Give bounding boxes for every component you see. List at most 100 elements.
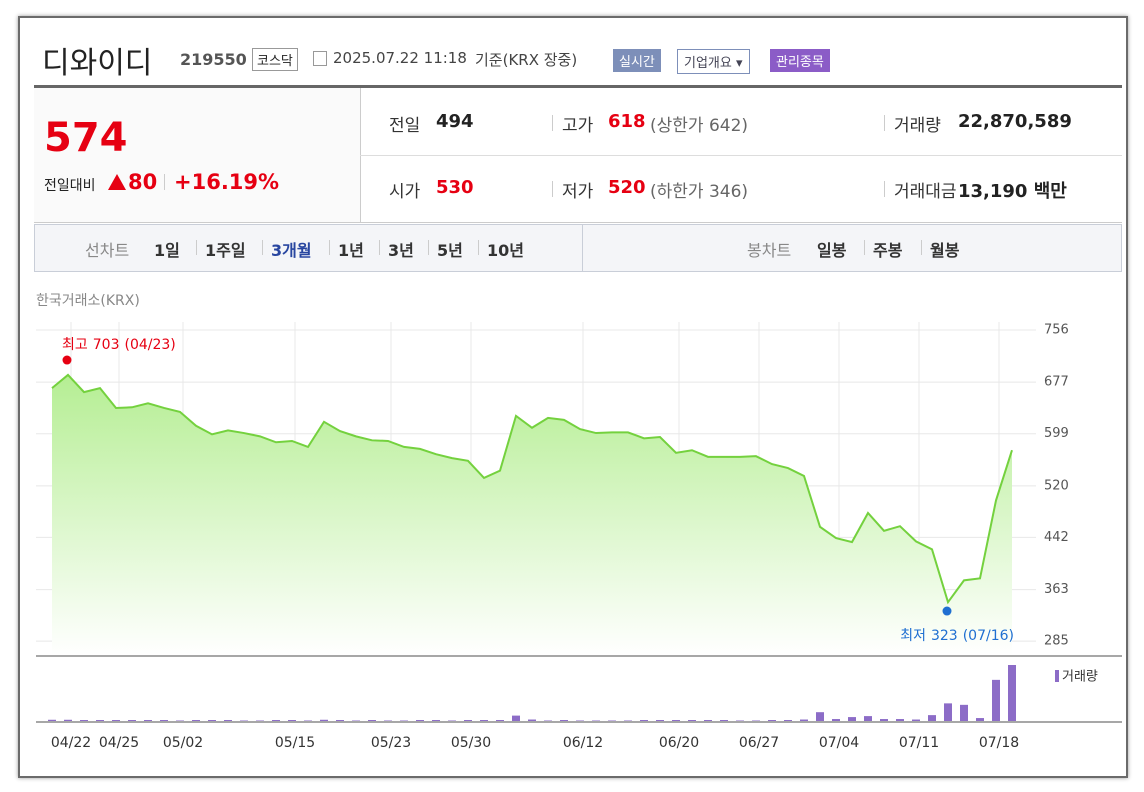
volume-bar [976, 718, 984, 721]
y-tick-label: 677 [1044, 375, 1069, 390]
x-tick-label: 06/20 [659, 735, 699, 751]
volume-bar [224, 720, 232, 721]
volume-bar [800, 719, 808, 721]
y-tick-label: 363 [1044, 582, 1069, 597]
x-tick-label: 07/11 [899, 735, 939, 751]
volume-bar [896, 719, 904, 721]
divider [34, 85, 1122, 88]
volume-bar [672, 720, 680, 721]
period-tab[interactable]: 10년 [487, 241, 524, 260]
period-tab[interactable]: 3개월 [271, 241, 312, 260]
divider [582, 225, 583, 271]
stat-label: 고가 [562, 116, 594, 136]
realtime-button[interactable]: 실시간 [613, 49, 661, 72]
stat-label: 저가 [562, 182, 594, 202]
x-tick-label: 04/25 [99, 735, 139, 751]
legend-label: 거래량 [1062, 670, 1098, 685]
volume-bar [496, 720, 504, 721]
x-tick-label: 06/27 [739, 735, 779, 751]
x-tick-label: 05/30 [451, 735, 491, 751]
separator [552, 115, 553, 131]
legend-swatch [1055, 670, 1059, 682]
x-tick-label: 05/02 [163, 735, 203, 751]
company-button-label: 기업개요 [684, 56, 732, 71]
separator [552, 181, 553, 197]
stat-value: 13,190 백만 [958, 181, 1067, 202]
price-box [34, 88, 361, 222]
tab-group-label: 봉차트 [747, 241, 792, 260]
volume-bar [208, 720, 216, 721]
volume-bar [48, 719, 56, 721]
volume-bar [368, 720, 376, 721]
volume-bar [480, 720, 488, 721]
y-tick-label: 599 [1044, 426, 1069, 441]
volume-bar [928, 715, 936, 721]
annotation: 최고 703 (04/23) [62, 337, 176, 353]
period-tab[interactable]: 1주일 [205, 241, 246, 260]
annotation-date: (04/23) [125, 337, 176, 353]
period-tab[interactable]: 3년 [388, 241, 414, 260]
change-pct: +16.19% [174, 170, 280, 194]
x-tick-label: 06/12 [563, 735, 603, 751]
stock-code: 219550 [180, 50, 247, 69]
company-button[interactable]: 기업개요 ▾ [677, 49, 750, 74]
stat-label: 거래량 [894, 116, 941, 136]
volume-bar [320, 719, 328, 721]
separator [196, 240, 197, 255]
volume-bar [144, 720, 152, 721]
volume-bar [864, 716, 872, 721]
candle-tab[interactable]: 월봉 [930, 241, 960, 260]
x-tick-label: 04/22 [51, 735, 91, 751]
candle-tab[interactable]: 일봉 [817, 241, 847, 260]
volume-bar [688, 720, 696, 721]
calendar-icon [313, 51, 327, 66]
separator [884, 115, 885, 131]
x-tick-label: 05/23 [371, 735, 411, 751]
annotation-label: 최저 [900, 628, 926, 644]
volume-bar [640, 720, 648, 721]
y-tick-label: 442 [1044, 530, 1069, 545]
period-tab[interactable]: 1일 [154, 241, 180, 260]
source: 한국거래소(KRX) [36, 293, 140, 309]
separator [262, 240, 263, 255]
current-price: 574 [44, 115, 128, 161]
tab-bar [34, 224, 1122, 272]
change: 80 [128, 170, 158, 194]
stock-name: 디와이디 [42, 46, 153, 81]
volume-bar [816, 712, 824, 721]
stat-label: 거래대금 [894, 182, 957, 202]
annotation-value: 703 [93, 337, 120, 353]
volume-bar [272, 720, 280, 721]
managed-button[interactable]: 관리종목 [770, 49, 830, 72]
volume-bar [848, 717, 856, 721]
period-tab[interactable]: 1년 [338, 241, 364, 260]
stat-label: 시가 [389, 182, 421, 202]
price-area [52, 374, 1012, 655]
volume-bar [160, 720, 168, 721]
volume-bar [288, 720, 296, 721]
volume-bar [432, 720, 440, 721]
volume-bar [64, 719, 72, 721]
y-tick-label: 520 [1044, 478, 1069, 493]
period-tab[interactable]: 5년 [437, 241, 463, 260]
candle-tab[interactable]: 주봉 [873, 241, 903, 260]
stat-value: 520 [608, 177, 646, 198]
stat-value: 530 [436, 177, 474, 198]
volume-bar [80, 720, 88, 721]
volume-bar [464, 720, 472, 721]
stat-value: 618 [608, 111, 646, 132]
volume-bar [704, 720, 712, 721]
volume-bar [192, 720, 200, 721]
separator [884, 181, 885, 197]
divider [360, 155, 1122, 156]
volume-bar [880, 719, 888, 721]
volume-bar [96, 720, 104, 721]
market-badge: 코스닥 [252, 48, 298, 71]
volume-bar [768, 720, 776, 721]
divider [34, 222, 1122, 223]
x-tick-label: 05/15 [275, 735, 315, 751]
volume-bar [832, 719, 840, 721]
x-tick-label: 07/04 [819, 735, 859, 751]
volume-bar [560, 720, 568, 721]
